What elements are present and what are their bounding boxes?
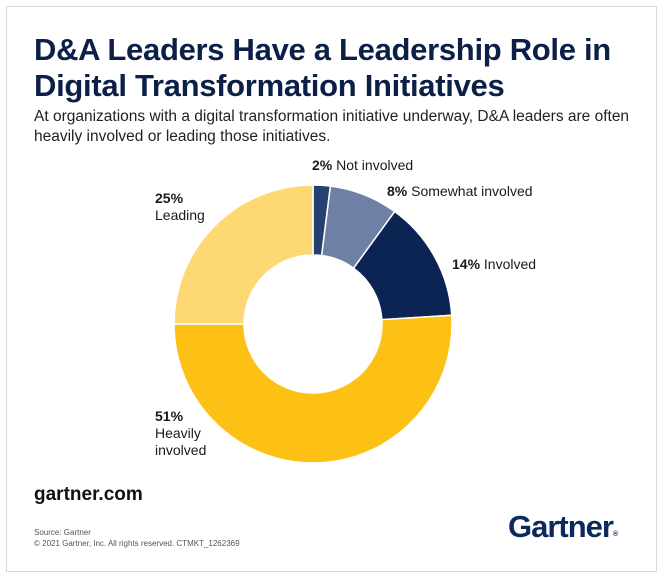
website-link[interactable]: gartner.com	[34, 484, 143, 505]
gartner-logo: Gartner®	[508, 509, 618, 545]
slice-label-somewhat-involved: 8% Somewhat involved	[387, 183, 533, 199]
slice-name-heavily-involved: involved	[155, 442, 206, 458]
slice-name-not-involved: Not involved	[332, 157, 413, 173]
slice-value-not-involved: 2%	[312, 157, 333, 173]
slice-name-heavily-involved: Heavily	[155, 425, 201, 441]
slice-name-somewhat-involved: Somewhat involved	[407, 183, 532, 199]
page-subtitle: At organizations with a digital transfor…	[34, 108, 630, 145]
source-note: Source: Gartner © 2021 Gartner, Inc. All…	[34, 527, 240, 549]
slice-label-involved: 14% Involved	[452, 256, 536, 272]
slice-value-involved: 14%	[452, 256, 481, 272]
copyright-text: © 2021 Gartner, Inc. All rights reserved…	[34, 539, 240, 548]
donut-slice-heavily-involved	[173, 314, 453, 464]
slice-label-leading: 25% Leading	[155, 190, 205, 223]
registered-mark: ®	[612, 531, 619, 538]
slice-label-heavily-involved: 51% Heavily involved	[155, 408, 206, 458]
slice-value-somewhat-involved: 8%	[387, 183, 408, 199]
infographic-frame	[6, 6, 657, 572]
slice-value-leading: 25%	[155, 190, 184, 206]
source-text: Source: Gartner	[34, 528, 91, 537]
slice-value-heavily-involved: 51%	[155, 408, 184, 424]
donut-slice-leading	[173, 184, 314, 325]
logo-wordmark: Gartner	[508, 509, 614, 544]
page-title: D&A Leaders Have a Leadership Role in Di…	[34, 32, 611, 103]
slice-name-involved: Involved	[480, 256, 536, 272]
slice-label-not-involved: 2% Not involved	[312, 157, 413, 173]
slice-name-leading: Leading	[155, 207, 205, 223]
